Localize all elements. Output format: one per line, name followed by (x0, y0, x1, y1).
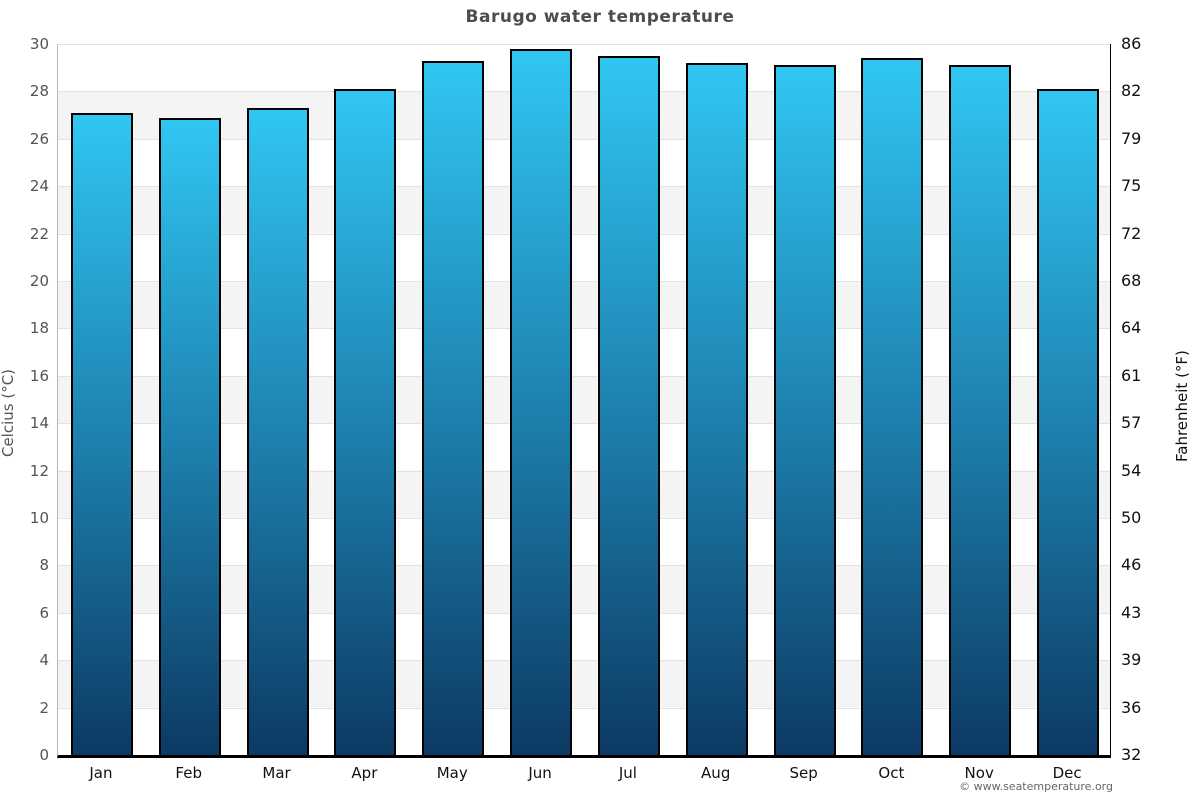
bar-jul (597, 55, 660, 755)
y-tick-right: 54 (1121, 460, 1142, 480)
bar-sep (773, 65, 836, 755)
y-tick-left: 14 (29, 414, 49, 433)
y-axis-title-fahrenheit: Fahrenheit (°F) (1173, 350, 1191, 462)
gridline (58, 91, 1110, 93)
bar-nov (949, 65, 1012, 755)
bar-dec (1037, 89, 1100, 755)
gridline (58, 186, 1110, 188)
gridline (58, 375, 1110, 377)
y-tick-left: 30 (29, 35, 49, 53)
y-tick-left: 12 (29, 461, 49, 480)
y-tick-left: 10 (29, 509, 49, 527)
gridline (58, 138, 1110, 140)
bar-jun (510, 48, 573, 755)
y-tick-right: 43 (1121, 602, 1142, 622)
bar-may (422, 60, 485, 755)
y-tick-right: 46 (1121, 555, 1142, 575)
gridline (58, 44, 1110, 45)
gridline (58, 233, 1110, 235)
y-tick-left: 8 (39, 556, 49, 575)
x-tick-label: Dec (1052, 764, 1082, 782)
y-tick-left: 18 (29, 319, 49, 338)
y-tick-left: 6 (39, 603, 49, 622)
x-tick-label: May (436, 764, 468, 782)
y-tick-right: 32 (1121, 745, 1142, 764)
y-tick-left: 28 (29, 82, 49, 101)
y-tick-right: 86 (1121, 34, 1142, 53)
x-tick-label: Oct (878, 764, 905, 782)
y-tick-right: 57 (1121, 413, 1142, 433)
bar-mar (246, 108, 309, 755)
x-tick-label: Mar (262, 764, 291, 782)
y-tick-left: 16 (29, 366, 49, 385)
y-tick-left: 2 (39, 698, 49, 717)
bar-oct (861, 58, 924, 755)
y-axis-title-celsius: Celcius (°C) (0, 368, 17, 458)
chart-title: Barugo water temperature (465, 7, 735, 27)
y-tick-left: 24 (29, 177, 49, 196)
bar-apr (334, 89, 397, 755)
x-tick-label: Feb (175, 764, 202, 782)
y-tick-left: 20 (29, 272, 49, 290)
bar-jan (70, 112, 133, 755)
x-tick-label: Jun (528, 764, 552, 782)
y-tick-right: 61 (1121, 365, 1142, 385)
y-tick-right: 36 (1121, 697, 1142, 717)
x-tick-label: Apr (351, 764, 378, 782)
y-tick-right: 68 (1121, 271, 1142, 290)
y-tick-right: 82 (1121, 81, 1142, 101)
gridline (58, 518, 1110, 519)
plot-area (57, 44, 1111, 758)
y-tick-left: 22 (29, 224, 49, 243)
x-tick-label: Jul (618, 764, 637, 782)
gridline (58, 281, 1110, 282)
x-tick-label: Sep (789, 764, 818, 782)
y-tick-left: 0 (39, 746, 49, 764)
gridline (58, 660, 1110, 662)
y-tick-right: 50 (1121, 508, 1142, 527)
y-tick-right: 75 (1121, 176, 1142, 196)
gridline (58, 565, 1110, 567)
bar-aug (685, 63, 748, 755)
x-tick-label: Jan (89, 764, 113, 782)
bar-feb (158, 117, 221, 755)
gridline (58, 612, 1110, 614)
gridline (58, 423, 1110, 425)
gridline (58, 328, 1110, 330)
y-tick-right: 39 (1121, 650, 1142, 670)
y-tick-right: 64 (1121, 318, 1142, 338)
y-tick-right: 72 (1121, 223, 1142, 243)
y-tick-right: 79 (1121, 128, 1142, 148)
x-tick-label: Nov (964, 764, 994, 782)
x-tick-label: Aug (701, 764, 731, 782)
copyright-text: © www.seatemperature.org (959, 780, 1113, 793)
gridline (58, 470, 1110, 472)
gridline (58, 707, 1110, 709)
y-tick-left: 26 (29, 129, 49, 148)
y-tick-left: 4 (39, 651, 49, 670)
